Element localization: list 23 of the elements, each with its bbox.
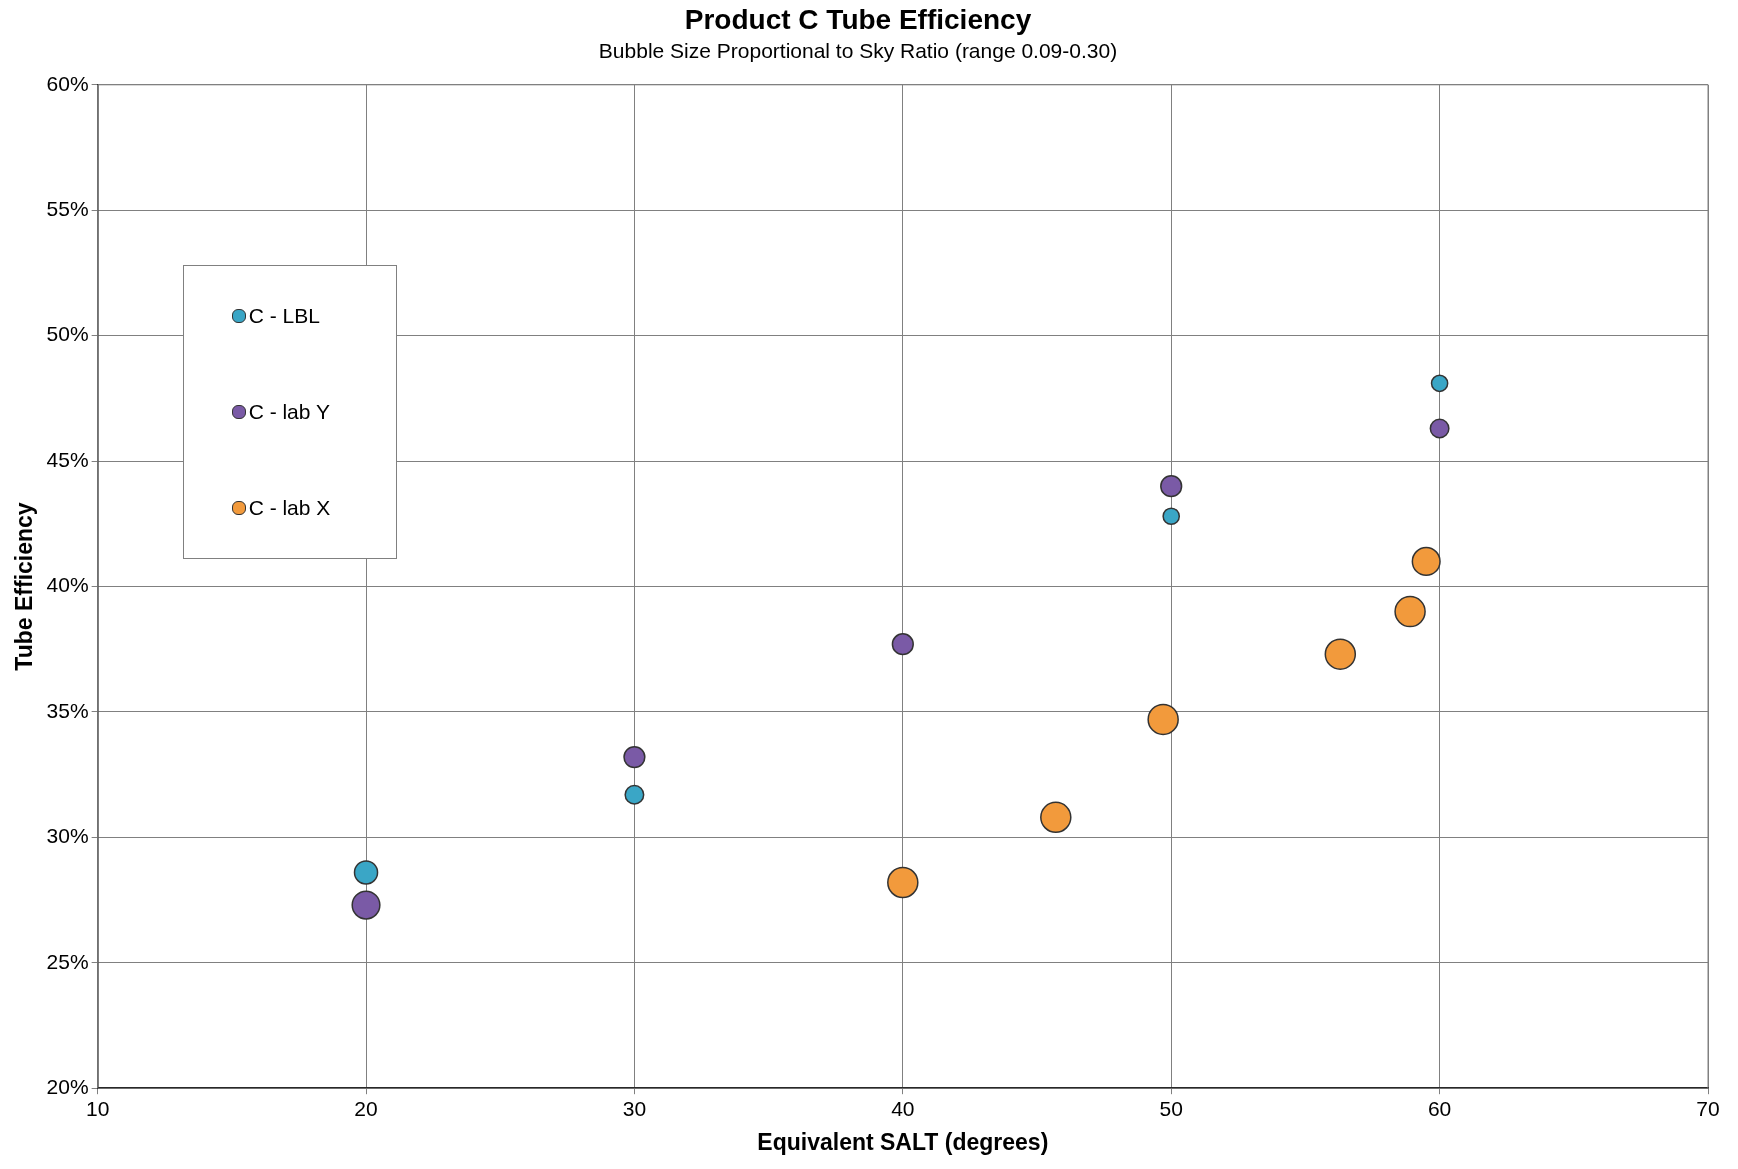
y-tick-label: 25%: [46, 949, 89, 973]
legend-label: C - lab Y: [248, 399, 330, 424]
y-tick-label: 60%: [46, 71, 89, 95]
y-tick-label: 30%: [46, 824, 89, 848]
y-tick-label: 35%: [46, 698, 89, 722]
x-tick-label: 40: [891, 1096, 915, 1120]
chart-title: Product C Tube Efficiency: [684, 3, 1032, 35]
y-tick-label: 45%: [46, 447, 89, 471]
x-tick-label: 70: [1696, 1096, 1720, 1120]
chart-subtitle: Bubble Size Proportional to Sky Ratio (range 0.09-0.30): [598, 39, 1118, 62]
x-tick-label: 10: [85, 1096, 110, 1120]
x-axis-title: Equivalent SALT (degrees): [757, 1128, 1049, 1155]
y-tick-label: 40%: [46, 573, 89, 597]
legend-label: C - lab X: [248, 495, 331, 520]
x-tick-label: 50: [1159, 1096, 1183, 1120]
x-tick-label: 30: [622, 1096, 647, 1120]
y-axis-title: Tube Efficiency: [11, 502, 38, 671]
x-tick-label: 60: [1427, 1096, 1452, 1120]
y-tick-label: 50%: [46, 322, 89, 346]
y-tick-label: 20%: [46, 1075, 89, 1098]
legend-label: C - LBL: [248, 303, 320, 328]
y-tick-label: 55%: [46, 197, 89, 221]
x-tick-label: 20: [354, 1096, 378, 1120]
